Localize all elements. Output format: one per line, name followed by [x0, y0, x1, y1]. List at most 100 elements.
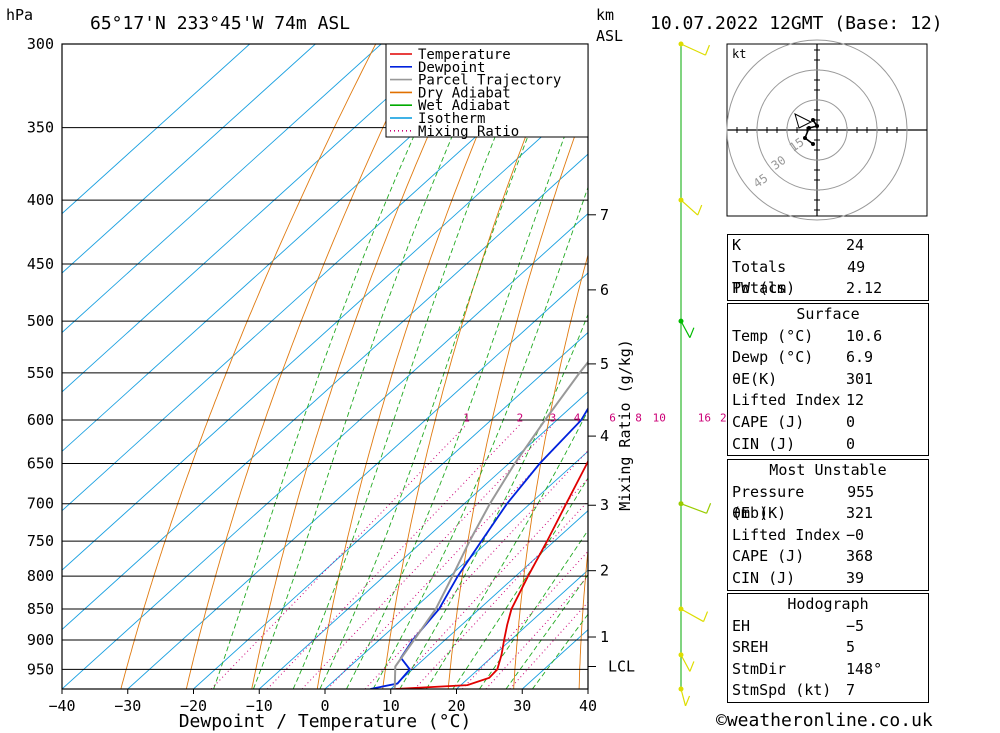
surface-label: Lifted Index	[732, 391, 841, 410]
hodograph-point	[811, 118, 815, 122]
wet-adiabat-line	[505, 573, 588, 689]
wet-adiabat-line	[532, 613, 588, 689]
hodograph-value: 5	[846, 638, 856, 657]
pressure-tick-label: 500	[27, 312, 54, 330]
indices-row: PW (cm) 2.12	[728, 278, 928, 300]
surface-title: Surface	[796, 305, 860, 323]
mixing-ratio-line	[485, 575, 588, 689]
dry-adiabat-line	[513, 253, 588, 689]
most_unstable-label: CAPE (J)	[732, 547, 805, 566]
wind-barb-flag	[689, 661, 695, 672]
pressure-tick-label: 750	[27, 532, 54, 550]
x-tick-label: −40	[48, 697, 75, 715]
dry-adiabat-line	[947, 44, 982, 689]
hodograph-label: StmSpd (kt)	[732, 681, 832, 700]
surface-label: θE(K)	[732, 369, 778, 388]
mixing-ratio-tick-label: 10	[653, 412, 666, 425]
wind-barb-flag	[684, 695, 691, 707]
indices-value: 49	[847, 257, 866, 276]
isotherm-line	[324, 450, 588, 689]
wind-profile	[678, 41, 712, 707]
hodograph-ring	[756, 69, 878, 191]
isotherm-line	[62, 44, 448, 393]
isotherm-line	[62, 44, 514, 452]
most-unstable-title: Most Unstable	[769, 461, 887, 479]
most_unstable-row: Pressure (mb) 955	[728, 482, 928, 523]
series-line-temperature	[394, 459, 588, 689]
wind-barb-shaft	[680, 654, 691, 672]
x-tick-label: 10	[382, 697, 400, 715]
surface-row: Temp (°C) 10.6	[728, 326, 928, 348]
pressure-tick-label: 300	[27, 35, 54, 53]
hodograph-point	[803, 136, 807, 140]
most_unstable-label: θE (K)	[732, 504, 787, 523]
x-tick-label: −20	[180, 697, 207, 715]
surface-label: Dewp (°C)	[732, 348, 814, 367]
indices-row: K 24	[728, 235, 928, 257]
diagram-grid-lines	[62, 44, 982, 689]
wind-barb-shaft	[680, 320, 691, 338]
dry-adiabat-line	[447, 97, 588, 689]
indices-value: 2.12	[846, 279, 883, 298]
hodograph-row: StmDir 148°	[728, 659, 928, 681]
surface-table: Surface Temp (°C) 10.6 Dewp (°C) 6.9 θE(K) 30…	[727, 303, 929, 457]
most_unstable-row: CAPE (J) 368	[728, 546, 928, 568]
most-unstable-table: Most Unstable Pressure (mb) 955 θE (K) 321 L…	[727, 459, 929, 591]
surface-value: 301	[846, 369, 874, 388]
mixing-ratio-tick-label: 2	[517, 412, 524, 425]
dry-adiabat-line	[382, 44, 563, 689]
surface-row: CIN (J) 0	[728, 434, 928, 456]
mixing-ratio-tick-label: 16	[698, 412, 711, 425]
wind-barb-shaft	[680, 503, 707, 514]
wet-adiabat-line	[346, 73, 588, 689]
isotherm-line	[62, 94, 588, 571]
indices-row: Totals Totals 49	[728, 257, 928, 298]
hodograph-ring-label: 30	[769, 153, 789, 173]
pressure-tick-label: 350	[27, 119, 54, 137]
location-title: 65°17'N 233°45'W 74m ASL	[90, 13, 350, 34]
legend-label: Mixing Ratio	[418, 124, 519, 140]
indices-label: Totals Totals	[732, 257, 787, 298]
surface-value: 0	[846, 434, 856, 453]
indices-table: K 24 Totals Totals 49 PW (cm) 2.12	[727, 234, 929, 301]
x-tick-label: −30	[114, 697, 141, 715]
wind-barb-shaft	[680, 688, 687, 707]
km-tick-label: 5	[600, 355, 609, 373]
wet-adiabat-line	[319, 44, 566, 689]
hodograph-table: Hodograph EH −5 SREH 5 StmDir 148° StmSpd (kt)…	[727, 593, 929, 703]
surface-value: 10.6	[846, 326, 883, 345]
wet-adiabat-line	[213, 44, 457, 689]
surface-row: Lifted Index 12	[728, 390, 928, 412]
x-tick-label: −10	[246, 697, 273, 715]
wind-barb-flag	[704, 44, 710, 56]
wind-barb-flag	[689, 327, 695, 338]
indices-value: 24	[846, 236, 865, 254]
isotherm-line	[127, 272, 588, 689]
mixing-ratio-axis-label: Mixing Ratio (g/kg)	[616, 339, 634, 511]
surface-row: Dewp (°C) 6.9	[728, 347, 928, 369]
mixing-ratio-tick-label: 1	[463, 412, 470, 425]
pressure-tick-label: 950	[27, 660, 54, 678]
plot-frame	[61, 43, 589, 690]
pressure-tick-label: 450	[27, 255, 54, 273]
isotherm-line	[62, 44, 251, 215]
wind-barb-shaft	[680, 43, 706, 56]
datetime-title: 10.07.2022 12GMT (Base: 12)	[650, 13, 943, 34]
mixing-ratio-tick-label: 8	[635, 412, 642, 425]
wet-adiabat-line	[372, 186, 588, 689]
most_unstable-label: Pressure (mb)	[732, 482, 805, 523]
hodograph-unit: kt	[732, 47, 746, 61]
wind-barb-shaft	[680, 199, 699, 216]
most_unstable-label: CIN (J)	[732, 568, 796, 587]
km-tick-label: 3	[600, 496, 609, 514]
x-tick-label: 30	[513, 697, 531, 715]
wet-adiabat-line	[399, 313, 588, 689]
surface-row: θE(K) 301	[728, 369, 928, 391]
km-tick-label: 1	[600, 628, 609, 646]
mixing-ratio-line	[364, 449, 588, 689]
pressure-tick-label: 600	[27, 411, 54, 429]
km-tick-label: 2	[600, 562, 609, 580]
wind-barb-flag	[697, 204, 703, 216]
surface-value: 0	[846, 412, 856, 431]
